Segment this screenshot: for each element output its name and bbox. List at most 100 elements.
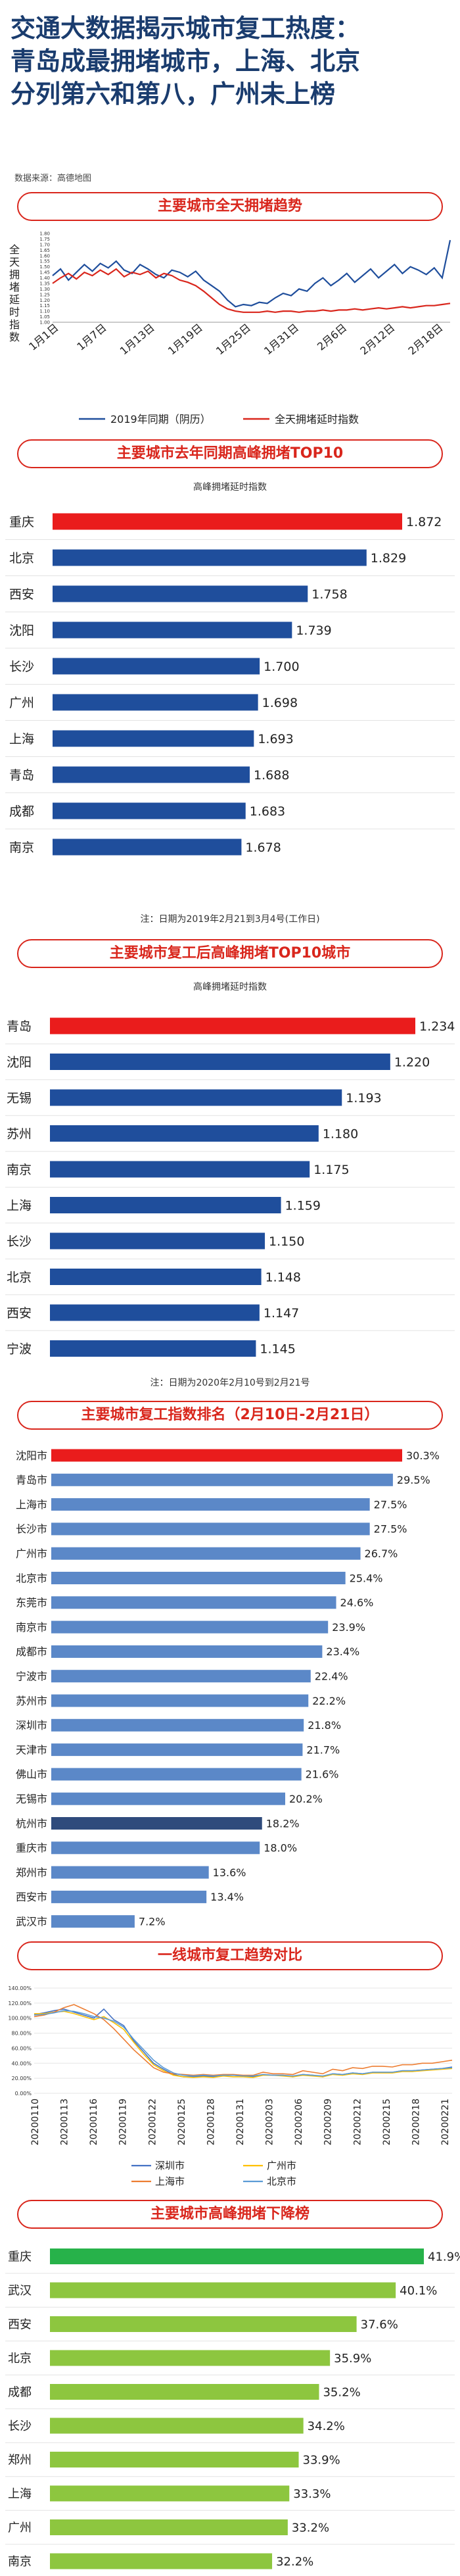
bar-category-label: 西安 xyxy=(9,587,34,602)
bar-category-label: 沈阳 xyxy=(7,1055,32,1069)
bar-value-label: 21.6% xyxy=(306,1768,339,1781)
bar xyxy=(51,1841,260,1855)
bar-category-label: 北京 xyxy=(7,1270,32,1284)
bar-category-label: 佛山市 xyxy=(16,1768,47,1781)
bar-value-label: 1.175 xyxy=(313,1163,349,1177)
bar-value-label: 33.9% xyxy=(303,2453,340,2467)
y-tick-label: 1.30 xyxy=(39,287,50,292)
bar xyxy=(53,838,242,856)
top10-now-note: 注：日期为2020年2月10号到2月21号 xyxy=(150,1378,310,1388)
legend-label: 北京市 xyxy=(267,2175,296,2187)
bar-value-label: 21.8% xyxy=(308,1719,341,1732)
bar xyxy=(50,2350,331,2366)
bar-value-label: 1.145 xyxy=(260,1342,295,1356)
section-banner-top10-now: 主要城市复工后高峰拥堵TOP10城市 xyxy=(17,939,443,968)
legend-label: 2019年同期（阴历） xyxy=(110,413,211,425)
bar xyxy=(50,1054,390,1070)
x-tick-label: 1月13日 xyxy=(118,322,157,358)
bar-value-label: 1.872 xyxy=(406,515,442,529)
y-tick-label: 100.00% xyxy=(8,2016,32,2022)
bar-value-label: 1.678 xyxy=(245,840,281,855)
bar-category-label: 深圳市 xyxy=(16,1719,47,1732)
bar xyxy=(51,1915,135,1928)
section-banner-decline: 主要城市高峰拥堵下降榜 xyxy=(17,2200,443,2229)
bar-value-label: 18.0% xyxy=(264,1842,297,1855)
bar-value-label: 20.2% xyxy=(289,1793,323,1805)
x-tick-label: 20200128 xyxy=(206,2099,216,2145)
top10-last-bar-chart: 重庆 1.872 北京 1.829 西安 1.758 沈阳 1.739 长沙 1.700 广州 1.6… xyxy=(5,513,455,856)
bar-value-label: 1.693 xyxy=(258,732,293,746)
bar-category-label: 天津市 xyxy=(16,1743,47,1756)
bar xyxy=(50,1197,281,1213)
bar xyxy=(51,1694,309,1707)
section-banner-tier1: 一线城市复工趋势对比 xyxy=(17,1941,443,1970)
y-tick-label: 1.70 xyxy=(39,242,50,247)
bar xyxy=(53,730,254,747)
bar-category-label: 苏州 xyxy=(7,1127,32,1141)
bar xyxy=(50,1340,256,1357)
bar xyxy=(50,2316,357,2332)
bar xyxy=(50,2248,424,2264)
bar xyxy=(51,1792,285,1805)
x-tick-label: 20200116 xyxy=(89,2099,99,2145)
bar-value-label: 1.700 xyxy=(264,660,299,674)
y-tick-label: 1.05 xyxy=(39,314,50,320)
legend-label: 全天拥堵延时指数 xyxy=(275,413,359,425)
bar-category-label: 宁波 xyxy=(7,1342,32,1356)
bar xyxy=(51,1768,302,1781)
x-tick-label: 20200218 xyxy=(411,2099,421,2145)
y-tick-label: 40.00% xyxy=(11,2060,32,2066)
y-tick-label: 0.00% xyxy=(15,2091,32,2097)
bar-value-label: 22.4% xyxy=(315,1670,348,1682)
x-tick-label: 20200125 xyxy=(177,2099,187,2145)
bar-category-label: 无锡市 xyxy=(16,1793,47,1805)
y-tick-label: 140.00% xyxy=(8,1985,32,1991)
bar-value-label: 1.220 xyxy=(394,1055,430,1069)
bar-value-label: 33.2% xyxy=(292,2521,329,2535)
bar-value-label: 13.6% xyxy=(213,1866,246,1879)
bar-category-label: 南京市 xyxy=(16,1621,47,1634)
bar-value-label: 21.7% xyxy=(306,1743,340,1756)
bar-category-label: 宁波市 xyxy=(16,1670,47,1682)
bar-category-label: 苏州市 xyxy=(16,1695,47,1707)
bar-category-label: 青岛市 xyxy=(16,1474,47,1486)
bar-category-label: 南京 xyxy=(7,1163,32,1177)
x-tick-label: 20200113 xyxy=(60,2099,70,2145)
bar-category-label: 武汉市 xyxy=(16,1915,47,1928)
bar-category-label: 成都市 xyxy=(16,1645,47,1658)
title-line-2: 青岛成最拥堵城市，上海、北京 xyxy=(11,47,361,76)
bar-value-label: 1.147 xyxy=(264,1306,299,1321)
bar-category-label: 上海 xyxy=(7,1198,32,1213)
y-tick-label: 1.65 xyxy=(39,248,50,253)
bar-value-label: 22.2% xyxy=(312,1695,346,1707)
y-tick-label: 1.80 xyxy=(39,231,50,237)
decline-bar-chart: 重庆 41.9% 武汉 40.1% 西安 37.6% 北京 35.9% 成都 35.2% 长沙 34.… xyxy=(5,2248,460,2569)
x-tick-label: 20200221 xyxy=(440,2099,451,2145)
x-tick-label: 1月1日 xyxy=(26,322,60,353)
bar-category-label: 长沙 xyxy=(9,660,34,674)
bar xyxy=(50,2418,304,2434)
bar xyxy=(53,694,258,711)
bar-category-label: 北京 xyxy=(9,551,34,566)
bar-value-label: 35.2% xyxy=(323,2385,360,2399)
y-tick-label: 1.00 xyxy=(39,320,50,326)
bar-category-label: 成都 xyxy=(9,804,34,819)
x-tick-label: 1月7日 xyxy=(74,322,108,353)
x-tick-label: 1月31日 xyxy=(262,322,301,358)
bar-category-label: 上海 xyxy=(8,2487,32,2501)
x-tick-label: 20200110 xyxy=(30,2099,41,2145)
bar-value-label: 7.2% xyxy=(139,1915,166,1928)
bar-category-label: 南京 xyxy=(8,2555,32,2569)
bar xyxy=(53,549,367,566)
section-banner-top10-last: 主要城市去年同期高峰拥堵TOP10 xyxy=(17,439,443,468)
bar-category-label: 东莞市 xyxy=(16,1597,47,1609)
bar xyxy=(53,585,308,602)
section-banner-trend: 主要城市全天拥堵趋势 xyxy=(17,192,443,221)
bar-value-label: 25.4% xyxy=(350,1572,383,1584)
tier1-line-chart: 0.00% 20.00% 40.00% 60.00% 80.00% 100.00% 120.… xyxy=(8,1985,453,2187)
bar xyxy=(51,1670,311,1683)
legend-label: 深圳市 xyxy=(155,2160,185,2172)
bar-value-label: 32.2% xyxy=(276,2555,313,2569)
bar-category-label: 长沙市 xyxy=(16,1523,47,1536)
bar-value-label: 1.698 xyxy=(262,696,298,710)
